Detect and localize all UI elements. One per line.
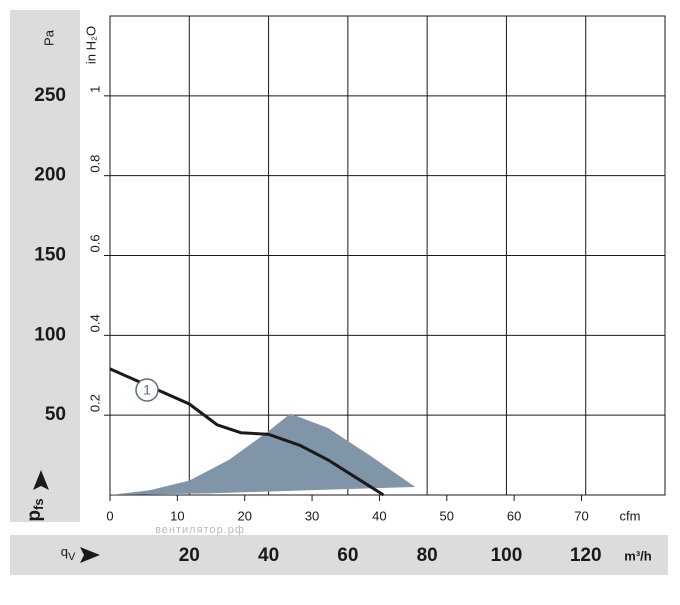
x-tick-label: 60 (337, 545, 358, 566)
x2-tick-label: 60 (507, 508, 521, 523)
y-tick-label: 50 (45, 404, 66, 425)
y2-tick-label: 0.2 (87, 394, 102, 412)
x2-tick-label: 0 (106, 508, 113, 523)
y-label-main: p (24, 510, 45, 522)
y-label: pfs (24, 498, 46, 521)
curve-label-circle (135, 378, 159, 402)
x2-unit: cfm (620, 508, 641, 523)
y-tick-label: 150 (34, 245, 66, 266)
y-tick-label: 100 (34, 324, 66, 345)
y-band (10, 10, 80, 522)
x-tick-label: 40 (258, 545, 279, 566)
y-tick-label: 200 (34, 165, 66, 186)
x2-tick-label: 40 (372, 508, 386, 523)
y2-tick-label: 0.4 (87, 314, 102, 332)
curve-label: 1 (143, 382, 151, 398)
x2-tick-label: 50 (440, 508, 454, 523)
y-unit: Pa (41, 29, 56, 46)
y-arrow (33, 470, 49, 490)
x-arrow (80, 547, 100, 563)
y2-tick-label: 0.6 (87, 234, 102, 252)
x2-tick-label: 70 (574, 508, 588, 523)
y2-tick-label: 0.8 (87, 155, 102, 173)
x-label: qV (61, 544, 76, 562)
x-unit: m³/h (624, 548, 652, 563)
x-tick-label: 80 (417, 545, 438, 566)
y2-unit: in H₂O (83, 26, 98, 64)
y-tick-label: 250 (34, 85, 66, 106)
x-band (10, 535, 668, 575)
x-tick-label: 100 (491, 545, 523, 566)
x2-tick-label: 20 (237, 508, 251, 523)
x-tick-label: 120 (570, 545, 602, 566)
y-label-sub: fs (31, 498, 46, 510)
x2-tick-label: 30 (305, 508, 319, 523)
x-label-sub: V (68, 551, 76, 563)
x2-tick-label: 10 (170, 508, 184, 523)
x-tick-label: 20 (179, 545, 200, 566)
x-label-main: q (61, 544, 68, 559)
y2-tick-label: 1 (87, 86, 102, 93)
curve (109, 367, 385, 497)
area (110, 413, 416, 495)
watermark: вентилятор.рф (155, 524, 245, 536)
